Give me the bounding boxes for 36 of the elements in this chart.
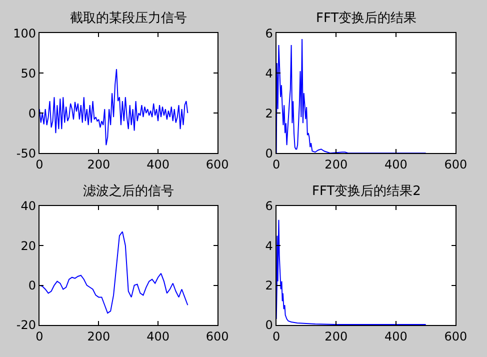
line-series <box>276 219 426 325</box>
y-tick-label: 0 <box>28 278 36 292</box>
y-tick-label: -20 <box>16 318 36 332</box>
x-tick-label: 400 <box>384 158 408 172</box>
x-tick-label: 200 <box>324 329 348 344</box>
y-tick-label: 0 <box>265 318 273 332</box>
chart-title: 截取的某段压力信号 <box>70 11 187 26</box>
x-tick-label: 400 <box>384 329 408 344</box>
x-tick-label: 600 <box>444 158 468 172</box>
y-tick-label: 20 <box>20 238 36 253</box>
x-tick-label: 200 <box>324 158 348 172</box>
x-tick-label: 200 <box>87 329 110 344</box>
y-tick-label: 0 <box>28 106 36 120</box>
x-tick-label: 400 <box>146 158 170 172</box>
y-tick-label: 6 <box>265 26 273 40</box>
y-tick-label: 100 <box>13 26 36 40</box>
x-tick-label: 600 <box>206 158 229 172</box>
y-tick-label: 50 <box>20 66 36 80</box>
y-tick-label: 2 <box>265 106 273 120</box>
y-tick-label: 2 <box>265 278 273 292</box>
chart-title: FFT变换后的结果 <box>316 11 417 26</box>
y-tick-label: 4 <box>265 238 273 253</box>
y-tick-label: 0 <box>265 146 273 160</box>
x-tick-label: 400 <box>146 329 170 344</box>
line-series <box>39 68 188 146</box>
x-tick-label: 600 <box>206 329 229 344</box>
x-tick-label: 600 <box>444 329 468 344</box>
y-tick-label: -50 <box>16 146 36 160</box>
y-tick-label: 40 <box>20 199 36 214</box>
x-tick-label: 200 <box>87 158 110 172</box>
line-series <box>39 231 188 314</box>
chart-title: FFT变换后的结果2 <box>312 184 421 199</box>
y-tick-label: 6 <box>265 199 273 214</box>
y-tick-label: 4 <box>265 66 273 80</box>
line-series <box>276 38 426 154</box>
chart-title: 滤波之后的信号 <box>83 184 174 199</box>
